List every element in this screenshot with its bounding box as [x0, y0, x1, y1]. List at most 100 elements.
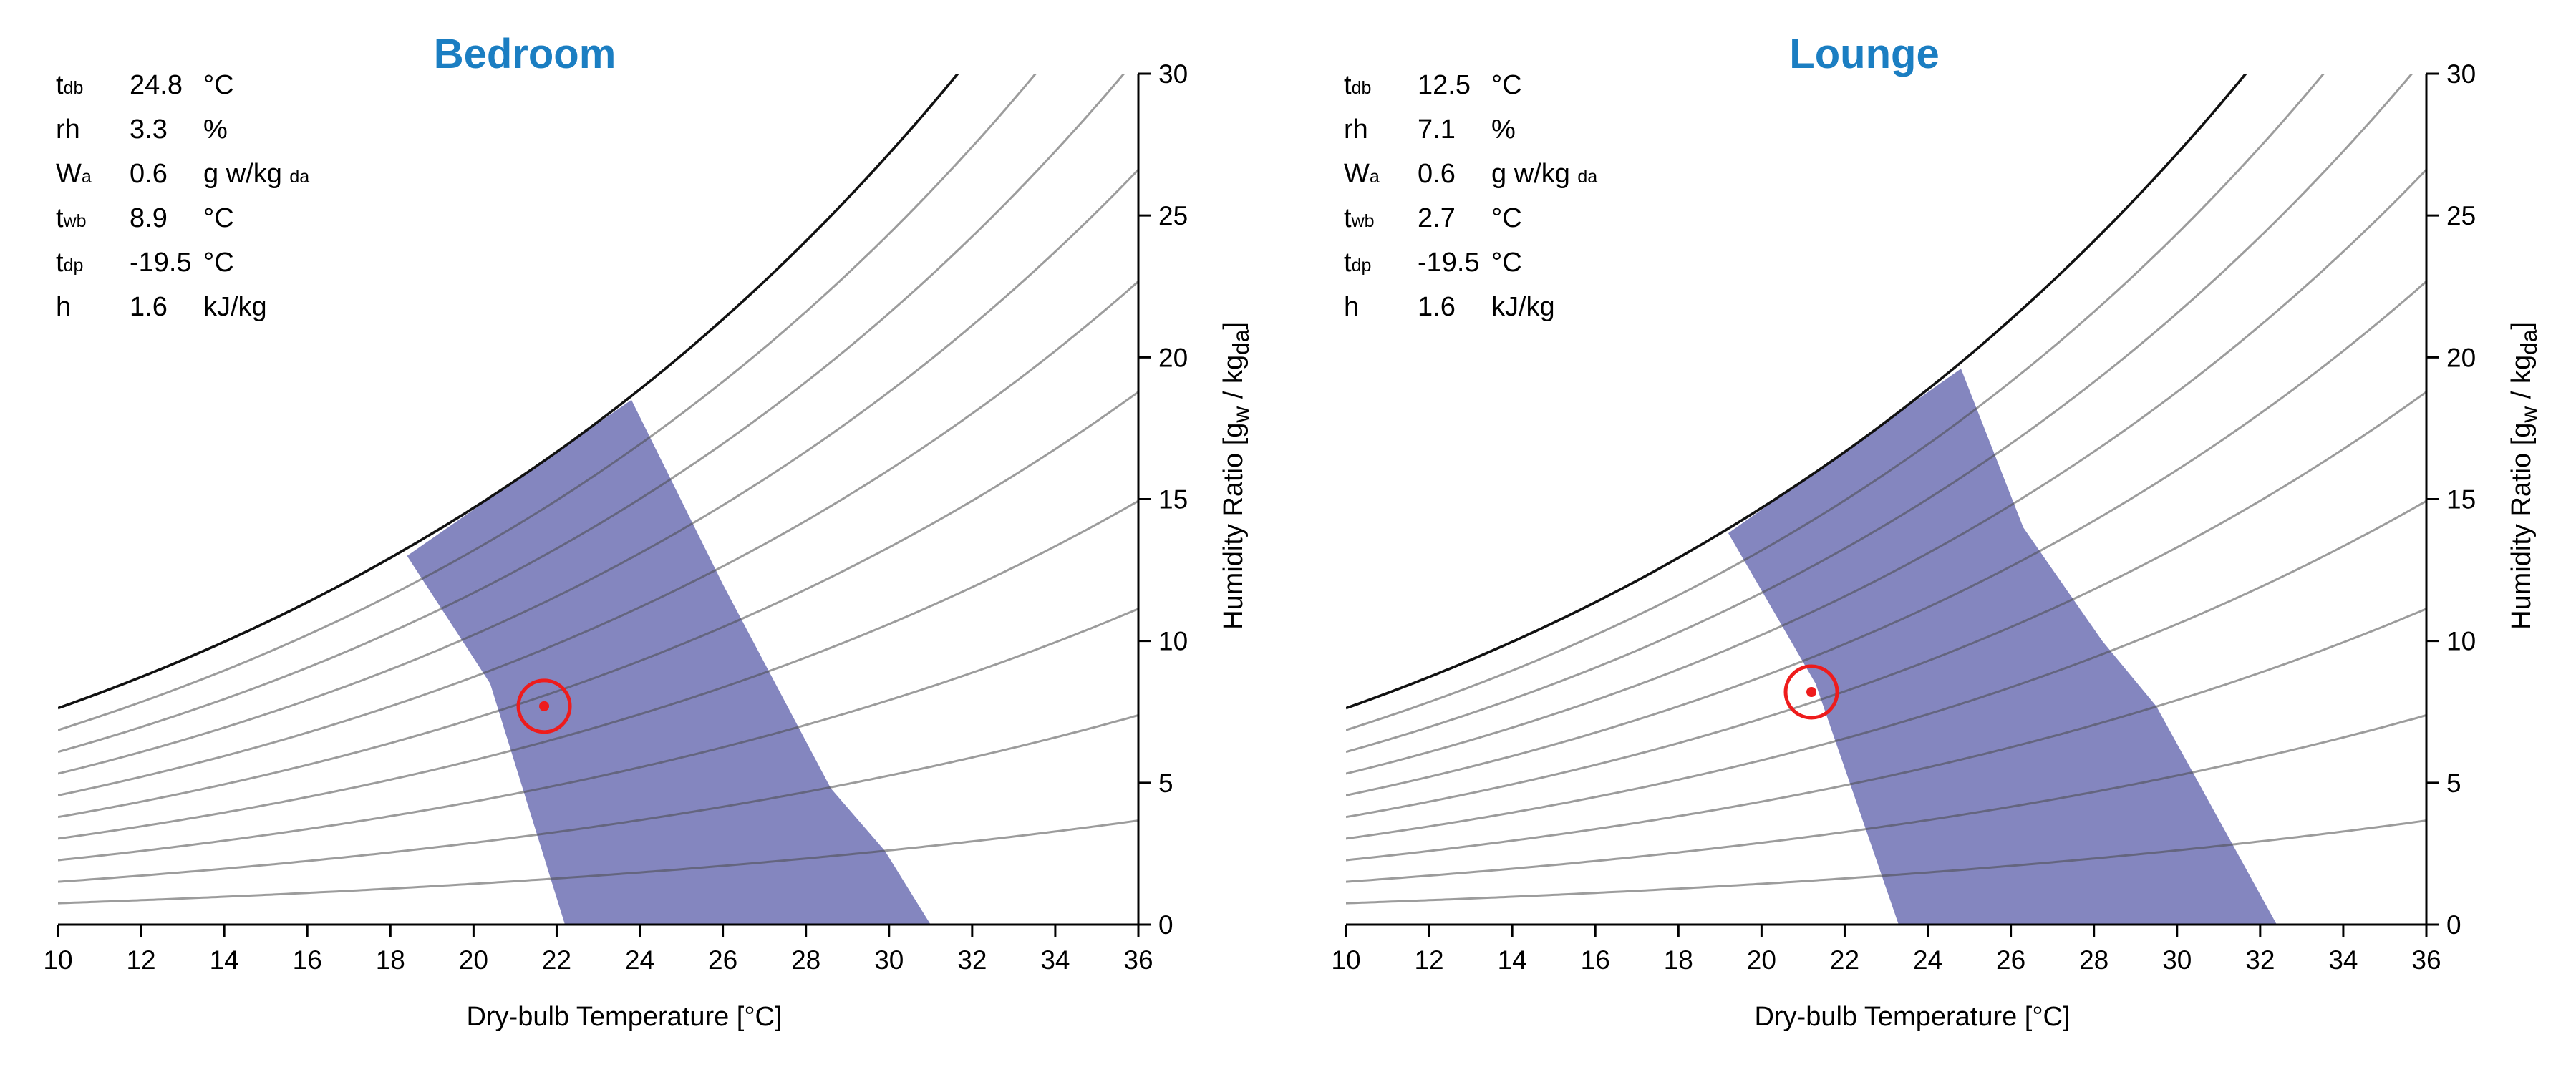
stat-unit: °C — [203, 70, 234, 100]
x-tick-label: 30 — [874, 945, 904, 975]
x-tick-label: 20 — [1747, 945, 1776, 975]
y-tick-label: 30 — [2446, 59, 2476, 89]
x-tick-label: 12 — [126, 945, 155, 975]
x-tick-label: 34 — [1040, 945, 1070, 975]
stat-value: -19.5 — [1418, 248, 1480, 278]
rh-curve-30 — [1346, 608, 2426, 862]
y-tick-label: 0 — [1158, 910, 1173, 940]
chart-panel-lounge: 10 12 14 16 18 20 22 24 26 28 30 32 34 36 0 5 10 15 20 25 30… — [1288, 0, 2576, 1067]
stat-unit: °C — [1491, 203, 1522, 233]
stat-value: 2.7 — [1418, 203, 1456, 233]
y-tick-label: 0 — [2446, 910, 2461, 940]
rh-curve-30 — [58, 608, 1138, 862]
x-tick-label: 36 — [1123, 945, 1153, 975]
x-tick-label: 36 — [2411, 945, 2441, 975]
stat-unit: °C — [1491, 248, 1522, 278]
y-tick-label: 15 — [1158, 485, 1188, 515]
stat-symbol: Wa — [56, 159, 92, 189]
x-tick-label: 22 — [542, 945, 571, 975]
stat-symbol: tdb — [1344, 70, 1372, 100]
x-tick-label: 16 — [1581, 945, 1610, 975]
stat-symbol: Wa — [1344, 159, 1380, 189]
stat-symbol: rh — [56, 115, 80, 145]
psychrometric-chart: 10 12 14 16 18 20 22 24 26 28 30 32 34 360 5 10 15 20 25 30 — [43, 59, 1188, 975]
rh-curve-40 — [58, 500, 1138, 840]
y-tick-label: 5 — [1158, 769, 1173, 798]
rh-curve-60 — [1346, 281, 2426, 796]
stat-value: 12.5 — [1418, 70, 1471, 100]
stat-symbol: h — [56, 292, 72, 322]
stat-unit: kJ/kg — [1491, 292, 1555, 322]
rh-curves — [58, 74, 1138, 905]
x-tick-label: 32 — [2245, 945, 2275, 975]
x-tick-label: 24 — [1913, 945, 1942, 975]
x-axis-label: Dry-bulb Temperature [°C] — [466, 1002, 783, 1032]
x-tick-label: 18 — [1664, 945, 1693, 975]
stat-symbol: twb — [56, 203, 87, 233]
saturation-curve — [1346, 74, 2248, 710]
rh-curve-50 — [1346, 391, 2426, 819]
y-tick-label: 5 — [2446, 769, 2461, 798]
comfort-zone — [1728, 369, 2277, 925]
rh-curve-90 — [1346, 74, 2325, 731]
chart-title: Lounge — [1789, 31, 1940, 77]
stat-unit: kJ/kg — [203, 292, 267, 322]
stat-value: 3.3 — [130, 115, 168, 145]
stat-symbol: tdp — [56, 248, 84, 278]
rh-curve-40 — [1346, 500, 2426, 840]
stat-value: 24.8 — [130, 70, 183, 100]
rh-curve-50 — [58, 391, 1138, 819]
rh-curve-10 — [58, 819, 1138, 905]
stat-unit: g w/kg da — [1491, 159, 1598, 189]
stat-value: 0.6 — [130, 159, 168, 189]
y-tick-label: 10 — [1158, 627, 1188, 656]
y-tick-label: 30 — [1158, 59, 1188, 89]
y-tick-label: 25 — [2446, 201, 2476, 230]
rh-curve-20 — [1346, 714, 2426, 883]
stat-unit: °C — [203, 248, 234, 278]
x-tick-label: 16 — [293, 945, 322, 975]
x-tick-label: 28 — [791, 945, 820, 975]
x-tick-label: 14 — [1498, 945, 1527, 975]
x-tick-label: 10 — [1331, 945, 1360, 975]
stat-unit: °C — [203, 203, 234, 233]
rh-curve-80 — [58, 74, 1125, 754]
rh-curves — [1346, 74, 2426, 905]
x-tick-label: 26 — [708, 945, 737, 975]
state-point-ring — [516, 678, 572, 734]
stat-value: 1.6 — [130, 292, 168, 322]
stat-symbol: tdp — [1344, 248, 1372, 278]
rh-curve-90 — [58, 74, 1037, 731]
y-axis-label: Humidity Ratio [gw / kgda] — [1219, 322, 1254, 630]
y-tick-label: 20 — [1158, 343, 1188, 372]
stat-symbol: twb — [1344, 203, 1375, 233]
stat-unit: % — [203, 115, 228, 145]
stat-value: -19.5 — [130, 248, 192, 278]
y-tick-label: 25 — [1158, 201, 1188, 230]
chart-title: Bedroom — [433, 31, 616, 77]
comfort-zone — [407, 399, 931, 925]
rh-curve-70 — [1346, 168, 2426, 775]
x-tick-label: 10 — [43, 945, 72, 975]
y-tick-label: 15 — [2446, 485, 2476, 515]
y-tick-label: 10 — [2446, 627, 2476, 656]
x-tick-label: 32 — [957, 945, 987, 975]
x-tick-label: 28 — [2079, 945, 2108, 975]
y-axis-label: Humidity Ratio [gw / kgda] — [2507, 322, 2542, 630]
rh-curve-70 — [58, 168, 1138, 775]
stat-symbol: rh — [1344, 115, 1368, 145]
stat-value: 8.9 — [130, 203, 168, 233]
x-tick-label: 18 — [376, 945, 405, 975]
rh-curve-20 — [58, 714, 1138, 883]
x-tick-label: 14 — [210, 945, 239, 975]
stat-value: 0.6 — [1418, 159, 1456, 189]
x-tick-label: 34 — [2328, 945, 2358, 975]
x-tick-label: 22 — [1830, 945, 1859, 975]
chart-panel-bedroom: 10 12 14 16 18 20 22 24 26 28 30 32 34 36 0 5 10 15 20 25 30… — [43, 31, 1254, 1032]
state-point — [1806, 687, 1817, 698]
saturation-curve — [58, 74, 960, 710]
x-tick-label: 24 — [625, 945, 654, 975]
x-tick-label: 20 — [459, 945, 488, 975]
rh-curve-80 — [1346, 74, 2413, 754]
stat-symbol: tdb — [56, 70, 84, 100]
